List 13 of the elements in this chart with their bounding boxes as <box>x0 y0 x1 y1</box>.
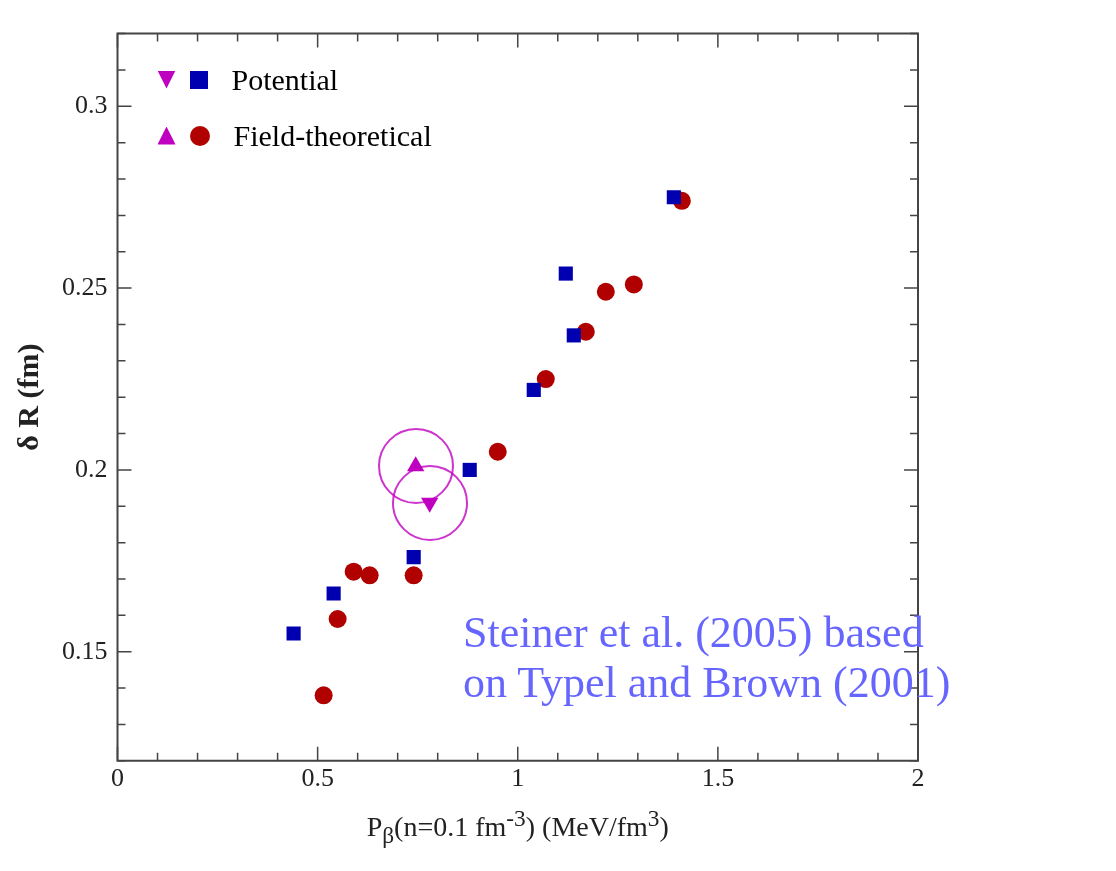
x-tick-label: 1.5 <box>701 763 735 793</box>
x-tick-label: 0.5 <box>301 763 334 793</box>
x-tick-label: 2 <box>911 763 925 793</box>
x-tick-label: 0 <box>111 763 124 793</box>
y-tick-label: 0.25 <box>62 271 108 301</box>
legend-label: Potential <box>231 62 339 97</box>
y-tick-label: 0.15 <box>62 635 108 665</box>
y-axis-title: δ R (fm) <box>10 343 45 451</box>
x-axis-title: P$_{β}$(n=0.1 fm$^{-3}$) (MeV/fm$^{3}$) <box>365 804 670 849</box>
x-tick-label: 1 <box>511 763 525 793</box>
y-tick-label: 0.2 <box>75 453 108 483</box>
y-tick-label: 0.3 <box>75 90 108 120</box>
legend-label: Field-theoretical <box>233 118 432 153</box>
